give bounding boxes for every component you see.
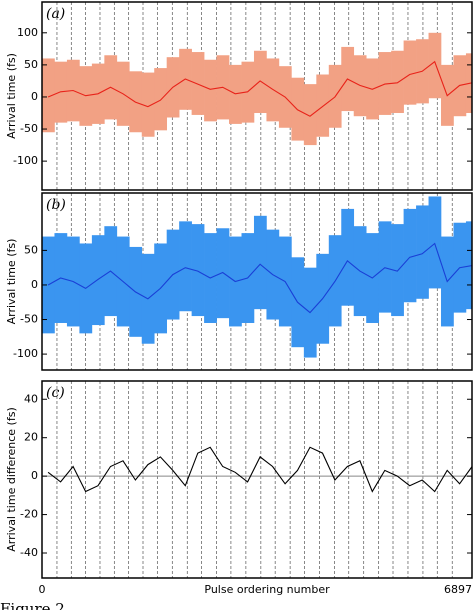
noise-band xyxy=(403,40,417,105)
y-tick-label: -20 xyxy=(20,508,38,521)
noise-band xyxy=(303,84,317,146)
series-line xyxy=(47,446,472,493)
plot-area xyxy=(42,193,472,370)
y-tick-label: 0 xyxy=(31,278,38,291)
panel-frame xyxy=(41,380,473,579)
noise-band xyxy=(42,58,55,133)
noise-band xyxy=(391,50,404,114)
noise-band xyxy=(428,196,442,289)
noise-band xyxy=(465,221,472,310)
series-line xyxy=(47,242,472,314)
noise-band xyxy=(253,215,267,310)
y-axis-label: Arrival time difference (fs) xyxy=(5,407,18,552)
y-axis-label: Arrival time (fs) xyxy=(5,239,18,325)
noise-band xyxy=(378,221,392,313)
series-line xyxy=(47,60,472,117)
y-axis-label: Arrival time (fs) xyxy=(5,53,18,139)
y-tick-label: -50 xyxy=(20,122,38,135)
plot-area xyxy=(42,2,472,190)
noise-band xyxy=(428,32,442,99)
y-tick-label: 40 xyxy=(24,392,38,405)
noise-band xyxy=(191,224,205,317)
y-tick-label: -50 xyxy=(20,313,38,326)
noise-band xyxy=(179,221,192,312)
x-tick-label: 0 xyxy=(39,583,46,596)
y-tick-label: 100 xyxy=(17,26,38,39)
noise-band xyxy=(316,74,330,137)
panel-label: (b) xyxy=(46,197,66,213)
panel-frame xyxy=(41,1,473,191)
noise-band xyxy=(403,208,417,303)
caption: Figure 2 xyxy=(0,600,65,610)
noise-band xyxy=(91,235,105,326)
y-tick-label: -40 xyxy=(20,546,38,559)
x-tick-label: 6897 xyxy=(444,583,472,596)
noise-band xyxy=(141,72,155,137)
noise-band xyxy=(291,77,305,141)
y-tick-label: 0 xyxy=(31,469,38,482)
noise-band xyxy=(378,52,392,115)
noise-band xyxy=(416,205,429,299)
y-tick-label: 0 xyxy=(31,90,38,103)
panel-frame xyxy=(41,192,473,371)
panel-label: (a) xyxy=(46,6,65,22)
plot-area xyxy=(42,381,472,578)
panel-label: (c) xyxy=(46,385,65,401)
y-tick-label: -100 xyxy=(13,154,38,167)
y-tick-label: 50 xyxy=(24,243,38,256)
y-tick-label: 20 xyxy=(24,431,38,444)
noise-band xyxy=(341,208,355,306)
x-axis-label: Pulse ordering number xyxy=(204,583,330,596)
noise-band xyxy=(229,64,242,124)
noise-band xyxy=(253,50,267,114)
noise-band xyxy=(191,52,205,115)
noise-band xyxy=(204,59,217,122)
y-tick-label: 50 xyxy=(24,58,38,71)
y-tick-label: -100 xyxy=(13,347,38,360)
